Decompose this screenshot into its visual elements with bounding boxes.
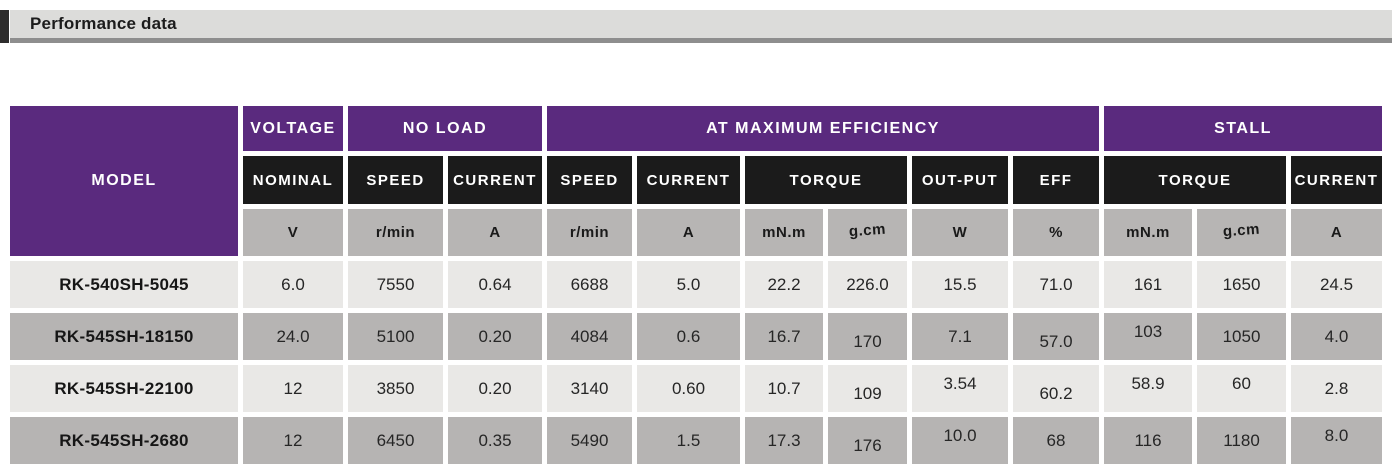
subheader-stall-torque: TORQUE	[1104, 156, 1286, 204]
value-cell: 7.1	[912, 313, 1008, 360]
unit-amp-stall: A	[1291, 209, 1382, 256]
model-cell: RK-545SH-2680	[10, 417, 238, 464]
value-cell: 8.0	[1291, 417, 1382, 464]
subheader-stall-current: CURRENT	[1291, 156, 1382, 204]
value-cell: 68	[1013, 417, 1099, 464]
model-cell: RK-540SH-5045	[10, 261, 238, 308]
value-cell: 6688	[547, 261, 632, 308]
value-cell: 3140	[547, 365, 632, 412]
value-cell: 0.20	[448, 365, 542, 412]
subheader-nominal: NOMINAL	[243, 156, 343, 204]
unit-mnm-maxeff: mN.m	[745, 209, 823, 256]
value-cell: 24.0	[243, 313, 343, 360]
subheader-noload-speed: SPEED	[348, 156, 443, 204]
value-cell: 71.0	[1013, 261, 1099, 308]
value-cell: 1050	[1197, 313, 1286, 360]
value-cell: 4.0	[1291, 313, 1382, 360]
value-cell: 161	[1104, 261, 1192, 308]
header-group-no-load: NO LOAD	[348, 106, 542, 151]
unit-mnm-stall: mN.m	[1104, 209, 1192, 256]
unit-watt: W	[912, 209, 1008, 256]
value-cell: 12	[243, 417, 343, 464]
header-group-voltage: VOLTAGE	[243, 106, 343, 151]
value-cell: 60.2	[1013, 365, 1099, 412]
value-cell: 5490	[547, 417, 632, 464]
section-titlebar: Performance data	[0, 10, 1392, 43]
subheader-maxeff-current: CURRENT	[637, 156, 740, 204]
value-cell: 176	[828, 417, 907, 464]
header-group-stall: STALL	[1104, 106, 1382, 151]
value-cell: 22.2	[745, 261, 823, 308]
value-cell: 4084	[547, 313, 632, 360]
header-group-model: MODEL	[10, 106, 238, 256]
value-cell: 12	[243, 365, 343, 412]
value-cell: 58.9	[1104, 365, 1192, 412]
value-cell: 10.0	[912, 417, 1008, 464]
title-accent-bar	[0, 10, 9, 43]
value-cell: 0.60	[637, 365, 740, 412]
value-cell: 5.0	[637, 261, 740, 308]
unit-amp-maxeff: A	[637, 209, 740, 256]
value-cell: 24.5	[1291, 261, 1382, 308]
value-cell: 1.5	[637, 417, 740, 464]
value-cell: 103	[1104, 313, 1192, 360]
value-cell: 3850	[348, 365, 443, 412]
unit-volt: V	[243, 209, 343, 256]
value-cell: 109	[828, 365, 907, 412]
section-header-bar: Performance data	[10, 10, 1392, 43]
value-cell: 0.6	[637, 313, 740, 360]
performance-data-table: MODEL VOLTAGE NO LOAD AT MAXIMUM EFFICIE…	[10, 106, 1382, 464]
value-cell: 6.0	[243, 261, 343, 308]
subheader-maxeff-torque: TORQUE	[745, 156, 907, 204]
unit-percent: %	[1013, 209, 1099, 256]
model-cell: RK-545SH-22100	[10, 365, 238, 412]
subheader-output: OUT-PUT	[912, 156, 1008, 204]
unit-rpm-maxeff: r/min	[547, 209, 632, 256]
value-cell: 60	[1197, 365, 1286, 412]
page-title: Performance data	[30, 14, 177, 33]
value-cell: 17.3	[745, 417, 823, 464]
value-cell: 5100	[348, 313, 443, 360]
unit-rpm-noload: r/min	[348, 209, 443, 256]
unit-amp-noload: A	[448, 209, 542, 256]
value-cell: 3.54	[912, 365, 1008, 412]
value-cell: 7550	[348, 261, 443, 308]
value-cell: 57.0	[1013, 313, 1099, 360]
value-cell: 226.0	[828, 261, 907, 308]
value-cell: 6450	[348, 417, 443, 464]
value-cell: 1650	[1197, 261, 1286, 308]
value-cell: 2.8	[1291, 365, 1382, 412]
value-cell: 116	[1104, 417, 1192, 464]
value-cell: 1180	[1197, 417, 1286, 464]
unit-gcm-stall: g.cm	[1197, 209, 1286, 256]
value-cell: 10.7	[745, 365, 823, 412]
subheader-eff: EFF	[1013, 156, 1099, 204]
subheader-noload-current: CURRENT	[448, 156, 542, 204]
subheader-maxeff-speed: SPEED	[547, 156, 632, 204]
unit-gcm-maxeff: g.cm	[828, 209, 907, 256]
value-cell: 0.64	[448, 261, 542, 308]
model-cell: RK-545SH-18150	[10, 313, 238, 360]
value-cell: 15.5	[912, 261, 1008, 308]
value-cell: 170	[828, 313, 907, 360]
value-cell: 0.20	[448, 313, 542, 360]
value-cell: 0.35	[448, 417, 542, 464]
header-group-at-maximum-efficiency: AT MAXIMUM EFFICIENCY	[547, 106, 1099, 151]
value-cell: 16.7	[745, 313, 823, 360]
